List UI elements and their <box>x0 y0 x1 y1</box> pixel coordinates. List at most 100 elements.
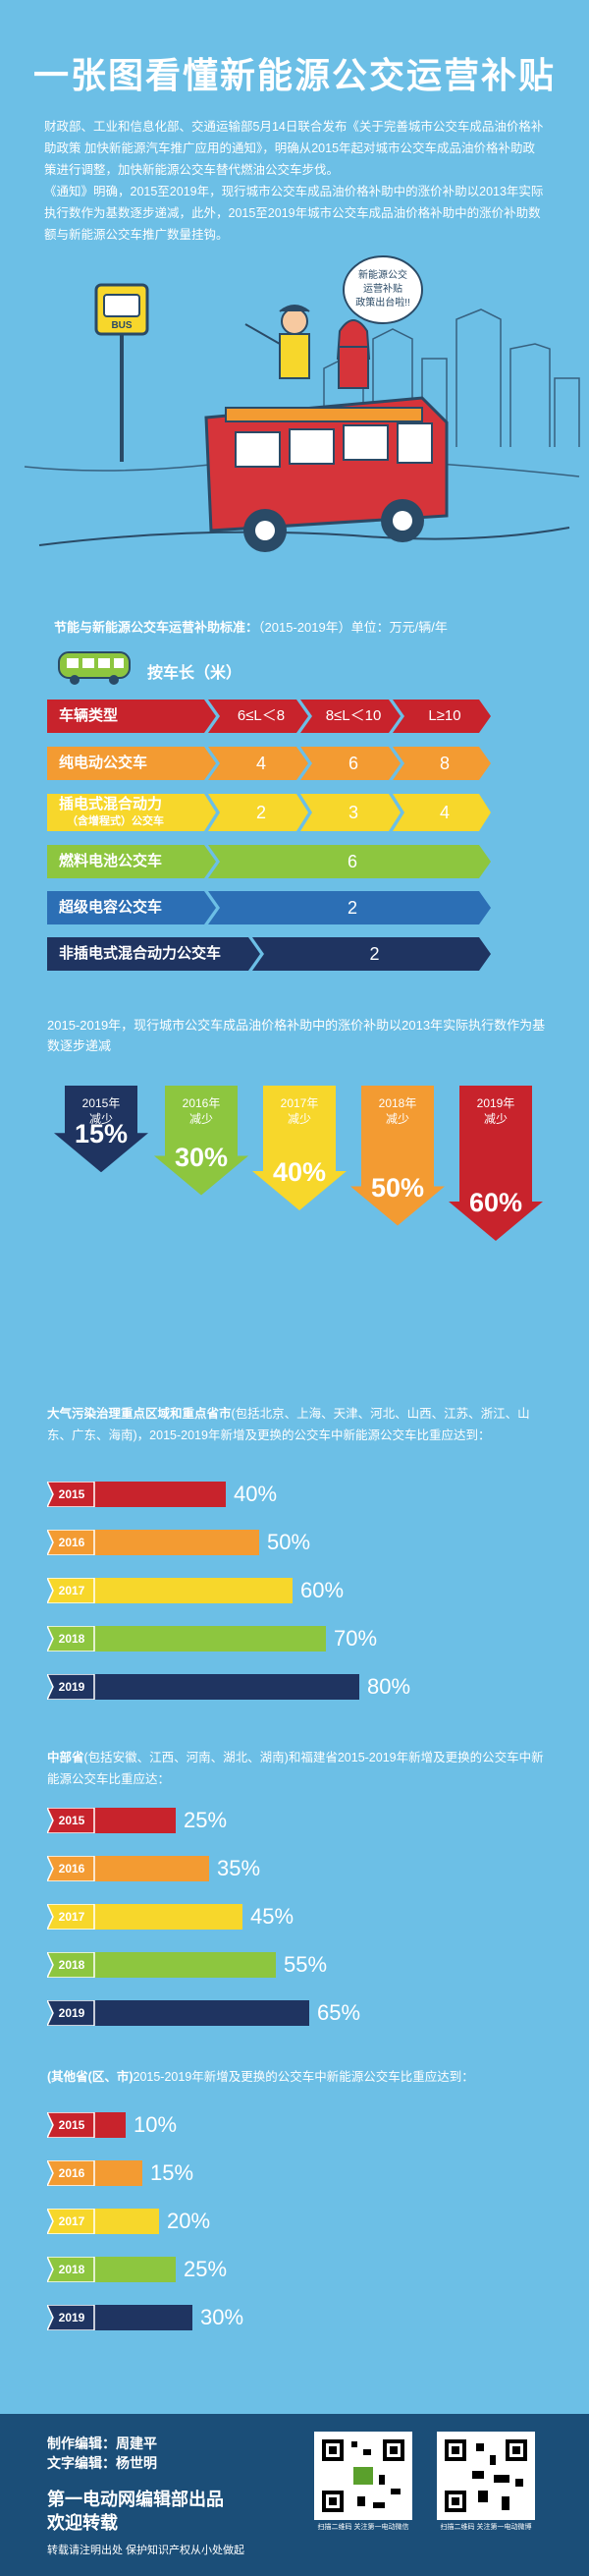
qr-code-icon <box>437 2432 535 2520</box>
chart-title-1: 大气污染治理重点区域和重点省市(包括北京、上海、天津、河北、山西、江苏、浙江、山… <box>47 1403 548 1446</box>
bar-year-label: 2017 <box>58 1584 85 1597</box>
bar-value-label: 55% <box>284 1952 328 1977</box>
bar-year-label: 2016 <box>58 1862 85 1876</box>
bar-row: 2018 25% <box>47 2257 548 2282</box>
reduction-arrow-shape <box>252 1086 347 1210</box>
bar-value-label: 50% <box>267 1530 311 1554</box>
length-label: 按车长（米） <box>147 665 242 682</box>
chart-title-3: (其他省(区、市)2015-2019年新增及更换的公交车中新能源公交车比重应达到… <box>47 2066 548 2088</box>
intro-paragraph-2: 《通知》明确，2015至2019年，现行城市公交车成品油价格补助中的涨价补助以2… <box>44 185 544 242</box>
reduction-arrow-shape <box>350 1086 445 1226</box>
intro-paragraph-1: 财政部、工业和信息化部、交通运输部5月14日联合发布《关于完善城市公交车成品油价… <box>44 120 544 177</box>
bar-row: 2016 15% <box>47 2160 548 2186</box>
row-fcev-v: 6 <box>347 852 357 871</box>
page-title: 一张图看懂新能源公交运营补贴 <box>32 55 556 95</box>
bar-row: 2015 10% <box>47 2112 548 2138</box>
row-bev-v3: 8 <box>439 754 450 773</box>
bar-year-label: 2015 <box>58 1814 85 1827</box>
bar-row: 2015 40% <box>47 1482 548 1507</box>
reduction-arrow-shape <box>449 1086 543 1241</box>
footer: 制作编辑：周建平 文字编辑：杨世明 第一电动网编辑部出品 欢迎转载 转载请注明出… <box>0 2414 589 2576</box>
intro-text: 财政部、工业和信息化部、交通运输部5月14日联合发布《关于完善城市公交车成品油价… <box>44 116 545 246</box>
bar-value-label: 60% <box>300 1578 345 1602</box>
subsidy-title-rest: （2015-2019年）单位：万元/辆/年 <box>258 620 448 635</box>
year-ribbon <box>47 1674 95 1700</box>
bar-year-label: 2019 <box>58 2006 85 2020</box>
bar <box>92 1530 259 1555</box>
bar-row: 2017 45% <box>47 1904 548 1930</box>
year-ribbon <box>47 1952 95 1978</box>
subsidy-header-row: 车辆类型 6≤L＜8 8≤L＜10 L≥10 <box>47 700 494 733</box>
chart-title-rest: 2015-2019年新增及更换的公交车中新能源公交车比重应达到： <box>133 2070 474 2084</box>
bar-row: 2017 60% <box>47 1578 548 1603</box>
bar-value-label: 40% <box>234 1482 278 1506</box>
chart-title-bold: 大气污染治理重点区域和重点省市 <box>47 1407 232 1421</box>
row-hev-type: 非插电式混合动力公交车 <box>59 945 222 962</box>
bar <box>92 1808 176 1833</box>
bar-value-label: 30% <box>200 2305 244 2329</box>
bar <box>92 1482 226 1507</box>
bar-value-label: 65% <box>317 2000 361 2025</box>
header-length-1: 6≤L＜8 <box>237 707 286 724</box>
bar-year-label: 2019 <box>58 2311 85 2324</box>
subsidy-row-bev: 纯电动公交车 4 6 8 <box>47 747 494 780</box>
publisher-org: 第一电动网编辑部出品 <box>47 2490 224 2509</box>
chart-title-bold: 中部省 <box>47 1751 84 1764</box>
reduction-arrow-5: 2019年 减少 60% <box>449 1086 543 1241</box>
year-ribbon <box>47 1808 95 1833</box>
producer-credit: 制作编辑：周建平 <box>47 2436 157 2451</box>
bar <box>92 2160 142 2186</box>
header-length-3: L≥10 <box>428 707 461 724</box>
year-ribbon <box>47 2257 95 2282</box>
row-supercap-type: 超级电容公交车 <box>59 899 163 916</box>
bar-row: 2016 35% <box>47 1856 548 1881</box>
reduction-word: 减少 <box>385 1112 409 1126</box>
reduction-word: 减少 <box>188 1112 213 1126</box>
reduction-year: 2019年 <box>476 1096 515 1110</box>
bar-value-label: 70% <box>334 1626 378 1651</box>
bar-value-label: 80% <box>367 1674 411 1699</box>
bus-stop-sign: BUS <box>94 283 149 462</box>
wechat-qr: 扫描二维码 关注第一电动微信 <box>314 2432 412 2538</box>
bar-value-label: 35% <box>217 1856 261 1880</box>
year-ribbon <box>47 1578 95 1603</box>
bar-row: 2018 70% <box>47 1626 548 1652</box>
row-bev-v2: 6 <box>348 754 358 773</box>
reduction-year: 2017年 <box>280 1096 319 1110</box>
year-ribbon <box>47 1482 95 1507</box>
chart-title-rest: (包括安徽、江西、河南、湖北、湖南)和福建省2015-2019年新增及更换的公交… <box>47 1751 544 1786</box>
reduction-percent: 30% <box>174 1142 229 1172</box>
writer-credit: 文字编辑：杨世明 <box>47 2455 157 2471</box>
bar <box>92 1856 209 1881</box>
bar-row: 2018 55% <box>47 1952 548 1978</box>
row-fcev-type: 燃料电池公交车 <box>59 853 163 869</box>
wechat-qr-caption: 扫描二维码 关注第一电动微信 <box>317 2524 409 2531</box>
year-ribbon <box>47 2000 95 2026</box>
qr-code-icon <box>314 2432 412 2520</box>
bus-icon <box>58 651 131 685</box>
bar-value-label: 10% <box>134 2112 178 2137</box>
bar-row: 2019 30% <box>47 2305 548 2330</box>
year-ribbon <box>47 2160 95 2186</box>
subsidy-row-phev: 插电式混合动力 （含增程式）公交车 2 3 4 <box>47 794 494 831</box>
bar-year-label: 2015 <box>58 1487 85 1501</box>
subsidy-row-supercap: 超级电容公交车 2 <box>47 891 494 924</box>
reduction-year: 2018年 <box>378 1096 417 1110</box>
bar-row: 2015 25% <box>47 1808 548 1833</box>
reduction-arrow-4: 2018年 减少 50% <box>350 1086 445 1226</box>
bar-value-label: 25% <box>184 2257 228 2281</box>
reduction-arrow-2: 2016年 减少 30% <box>154 1086 248 1196</box>
bar-row: 2019 65% <box>47 2000 548 2026</box>
row-phev-type-sub: （含增程式）公交车 <box>67 815 164 827</box>
reduction-percent: 15% <box>74 1119 129 1149</box>
copyright-notice: 转载请注明出处 保护知识产权从小处做起 <box>47 2545 245 2556</box>
welcome-text: 欢迎转载 <box>47 2513 118 2533</box>
bus-illustration: BUS 新能源公交 运营补贴 政策出台啦!! <box>24 255 580 552</box>
year-ribbon <box>47 2112 95 2138</box>
bar <box>92 1904 242 1930</box>
bar <box>92 1626 326 1652</box>
bar-value-label: 25% <box>184 1808 228 1832</box>
reduction-arrow-3: 2017年 减少 40% <box>252 1086 347 1210</box>
publisher: 第一电动网编辑部出品 欢迎转载 <box>47 2488 224 2535</box>
bar <box>92 2305 192 2330</box>
